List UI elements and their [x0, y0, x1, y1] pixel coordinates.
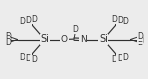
Text: D: D: [5, 35, 11, 44]
Text: D: D: [111, 55, 117, 64]
Text: N: N: [80, 35, 86, 44]
Text: D: D: [5, 32, 11, 41]
Text: D: D: [137, 35, 143, 44]
Text: D: D: [117, 54, 123, 63]
Text: D: D: [31, 55, 37, 64]
Text: D: D: [20, 17, 26, 26]
Text: D: D: [31, 15, 37, 24]
Text: D: D: [25, 16, 31, 25]
Text: D: D: [5, 38, 11, 47]
Text: O: O: [61, 35, 68, 44]
Text: D: D: [117, 16, 123, 25]
Text: D: D: [20, 53, 26, 62]
Text: D: D: [122, 53, 128, 62]
Text: Si: Si: [40, 35, 49, 44]
Text: D: D: [137, 32, 143, 41]
Text: D: D: [111, 15, 117, 24]
Text: D: D: [25, 54, 31, 63]
Text: D: D: [137, 38, 143, 47]
Text: D: D: [122, 17, 128, 26]
Text: D: D: [73, 25, 78, 34]
Text: Si: Si: [99, 35, 108, 44]
